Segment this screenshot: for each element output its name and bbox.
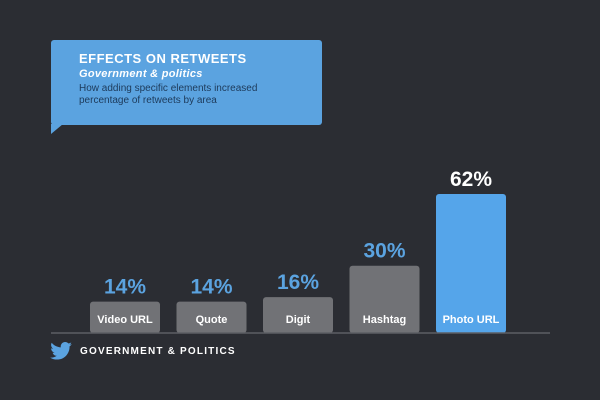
bar-digit [263,297,333,333]
value-label-photo-url: 62% [450,168,492,191]
bar-hashtag [349,265,420,333]
bar-photo-url [436,194,506,333]
bar-quote [176,301,247,333]
category-label-video-url: Video URL [97,314,153,326]
chart-header-callout: EFFECTS ON RETWEETS Government & politic… [51,40,322,125]
value-label-digit: 16% [277,271,319,294]
chart-description: How adding specific elements increased p… [79,83,258,106]
category-label-digit: Digit [286,314,311,326]
callout-tail [51,124,63,134]
bar-video-url [90,301,160,333]
footer: GOVERNMENT & POLITICS [50,342,236,360]
bars-group: Video URL 14% Quote 14% Digit 16% Hashtag 30% Ph… [90,168,506,333]
footer-label: GOVERNMENT & POLITICS [80,345,236,357]
value-label-hashtag: 30% [363,240,405,263]
chart-subtitle: Government & politics [79,68,203,80]
category-label-hashtag: Hashtag [363,314,406,326]
category-label-quote: Quote [196,314,228,326]
value-label-quote: 14% [190,276,232,299]
value-label-video-url: 14% [104,276,146,299]
category-label-photo-url: Photo URL [443,314,500,326]
chart-title: EFFECTS ON RETWEETS [79,51,247,66]
twitter-bird-icon [50,342,72,360]
